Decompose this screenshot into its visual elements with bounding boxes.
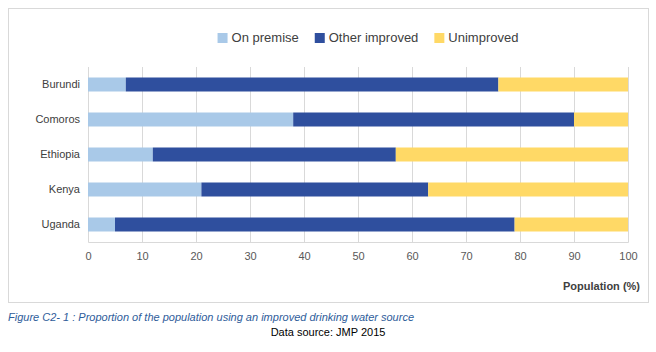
category-label: Ethiopia: [40, 148, 81, 160]
series-bars: [396, 78, 628, 232]
legend-item: On premise: [218, 30, 299, 45]
x-tick: 100: [619, 67, 637, 262]
y-tick: Ethiopia: [40, 148, 88, 160]
x-tick: 0: [85, 67, 91, 262]
caption: Figure C2- 1 : Proportion of the populat…: [8, 311, 414, 323]
bar: [88, 218, 115, 232]
x-tick: 20: [190, 67, 202, 262]
x-tick-label: 90: [568, 250, 580, 262]
bar: [515, 218, 628, 232]
bar: [153, 148, 396, 162]
x-tick-label: 100: [619, 250, 637, 262]
x-tick: 10: [136, 67, 148, 262]
x-tick-label: 20: [190, 250, 202, 262]
x-axis-line: [89, 67, 629, 243]
x-tick-label: 50: [352, 250, 364, 262]
bar: [88, 113, 293, 127]
legend-label: Unimproved: [448, 30, 518, 45]
bar: [498, 78, 628, 92]
category-label: Uganda: [41, 218, 80, 230]
source: Data source: JMP 2015: [271, 326, 386, 338]
x-axis: 0 10 20 30 40 50 60 70 80 90 100: [85, 67, 637, 262]
y-tick: Comoros: [35, 113, 88, 125]
y-tick: Burundi: [42, 78, 88, 90]
chart-frame: [9, 9, 649, 303]
x-tick-label: 70: [460, 250, 472, 262]
x-tick: 90: [568, 67, 580, 262]
x-tick: 70: [460, 67, 472, 262]
legend-item: Other improved: [315, 30, 419, 45]
x-tick: 80: [514, 67, 526, 262]
bar: [115, 218, 515, 232]
x-tick-label: 0: [85, 250, 91, 262]
chart: 0 10 20 30 40 50 60 70 80 90 100 Burundi Comoros Ethi…: [0, 0, 656, 352]
bar: [88, 78, 126, 92]
x-tick: 50: [352, 67, 364, 262]
x-tick: 60: [406, 67, 418, 262]
y-tick: Kenya: [49, 183, 88, 195]
category-label: Burundi: [42, 78, 80, 90]
legend-label: Other improved: [329, 30, 419, 45]
x-tick-label: 60: [406, 250, 418, 262]
bar: [574, 113, 628, 127]
category-label: Comoros: [35, 113, 80, 125]
bar: [126, 78, 499, 92]
legend-swatch: [434, 33, 444, 43]
grid-line: [628, 67, 629, 242]
bar: [428, 183, 628, 197]
y-axis: Burundi Comoros Ethiopia Kenya Uganda: [35, 78, 88, 230]
bar: [293, 113, 574, 127]
legend: On premise Other improved Unimproved: [218, 30, 519, 45]
bar: [88, 148, 153, 162]
bar: [396, 148, 628, 162]
legend-swatch: [315, 33, 325, 43]
bar: [201, 183, 428, 197]
legend-swatch: [218, 33, 228, 43]
legend-label: On premise: [232, 30, 299, 45]
bars: [88, 78, 628, 232]
x-tick: 30: [244, 67, 256, 262]
legend-item: Unimproved: [434, 30, 518, 45]
x-tick-label: 30: [244, 250, 256, 262]
bar: [88, 183, 201, 197]
x-axis-title: Population (%): [563, 280, 640, 292]
x-tick-label: 40: [298, 250, 310, 262]
x-tick-label: 80: [514, 250, 526, 262]
y-tick: Uganda: [41, 218, 88, 230]
x-tick: 40: [298, 67, 310, 262]
category-label: Kenya: [49, 183, 81, 195]
x-tick-label: 10: [136, 250, 148, 262]
